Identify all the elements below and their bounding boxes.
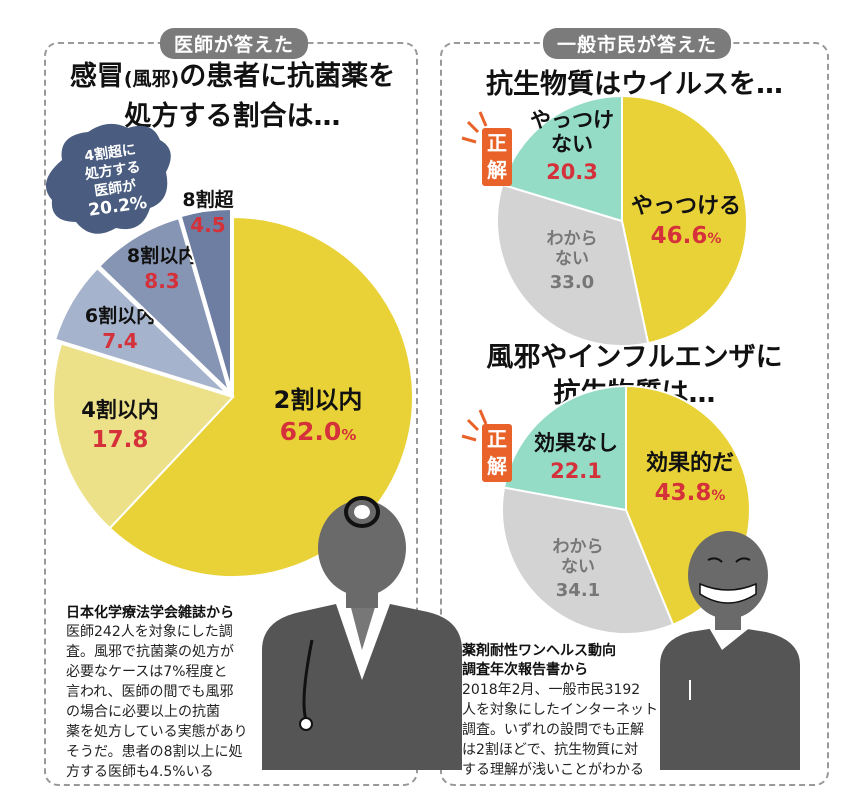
virus-pie-label-2-2: ない xyxy=(555,249,589,269)
doctor-panel-tag: 医師が答えた xyxy=(160,28,309,59)
virus-pie-value-2: 33.0 xyxy=(550,272,594,293)
correct-char-1: 正 xyxy=(487,131,507,155)
virus-pie-label-1: やっつける xyxy=(631,194,741,219)
cold-pie-label-2-2: ない xyxy=(561,557,595,577)
cold-pie-value-3: 22.1 xyxy=(550,459,602,483)
doctor-illustration xyxy=(262,496,462,770)
public-source-body: 2018年2月、一般市民3192 人を対象にしたインターネット 調査。いずれの設… xyxy=(462,682,658,778)
cold-pie-value-2: 34.1 xyxy=(556,580,600,601)
public-source-title-2: 調査年次報告書から xyxy=(462,662,588,678)
doctor-pie-value-3: 7.4 xyxy=(102,329,137,353)
doctor-pie-label-3: 6割以内 xyxy=(85,304,155,327)
doctor-chart-title: 感冒(風邪)の患者に抗菌薬を 処方する割合は… xyxy=(60,58,405,136)
doctor-pie-label-4: 8割以内 xyxy=(127,244,197,267)
correct-badge-1 xyxy=(461,111,512,186)
doctor-pie-slice-5 xyxy=(179,207,232,390)
doctor-pie-label-1: 2割以内 xyxy=(274,386,363,414)
doctor-pie-slice-3 xyxy=(53,266,228,394)
title-part-b: の患者に抗菌薬を xyxy=(179,61,396,92)
virus-pie-slice-2 xyxy=(496,183,650,347)
title-paren: (風邪) xyxy=(123,68,180,90)
doctor-source-body: 医師242人を対象にした調 査。風邪で抗菌薬の処方が 必要なケースは7%程度と … xyxy=(66,624,248,780)
public-panel-tag: 一般市民が答えた xyxy=(543,28,732,59)
virus-pie-slice-1 xyxy=(621,94,748,345)
virus-pie-label-3-2: ない xyxy=(551,132,593,156)
doctor-pie-value-2: 17.8 xyxy=(92,427,149,453)
virus-pie-label-3-1: やっつけ xyxy=(530,108,614,132)
badge-cloud xyxy=(45,123,171,234)
correct-badge-2 xyxy=(461,409,512,482)
doctor-pie-label-5: 8割超 xyxy=(182,188,234,211)
doctor-pie-slice-2 xyxy=(52,342,235,530)
virus-pie-label-2-1: わから xyxy=(547,229,598,249)
correct-badge-1-text: 正 解 xyxy=(482,130,512,184)
question-1-title: 抗生物質はウイルスを… xyxy=(486,69,783,100)
correct-badge-2-text: 正 解 xyxy=(482,426,512,480)
doctor-pie-slice-4 xyxy=(97,216,232,395)
cold-pie-label-1: 効果的だ xyxy=(646,450,734,476)
cold-pie-slice-2 xyxy=(501,486,675,635)
title-line2: 処方する割合は… xyxy=(124,101,341,132)
correct-char-2: 解 xyxy=(487,158,507,182)
doctor-pie-label-2: 4割以内 xyxy=(81,398,159,422)
correct-char-3: 正 xyxy=(487,427,507,451)
doctor-pie-value-4: 8.3 xyxy=(144,269,179,293)
worried-person-illustration xyxy=(660,531,800,770)
doctor-pie-slice-1 xyxy=(108,215,414,578)
virus-pie-value-3: 20.3 xyxy=(546,160,598,184)
badge-text: 4割超に 処方する 医師が 20.2% xyxy=(54,137,175,224)
correct-char-4: 解 xyxy=(487,454,507,478)
question-2-line1: 風邪やインフルエンザに xyxy=(486,342,783,373)
cold-pie-label-2-1: わから xyxy=(553,537,604,557)
cold-pie-label-3: 効果なし xyxy=(534,431,618,455)
doctor-pie-value-5: 4.5 xyxy=(190,213,225,237)
doctor-source-title: 日本化学療法学会雑誌から xyxy=(66,605,234,621)
title-part-a: 感冒 xyxy=(69,61,124,92)
public-source-title-1: 薬剤耐性ワンヘルス動向 xyxy=(462,643,616,659)
